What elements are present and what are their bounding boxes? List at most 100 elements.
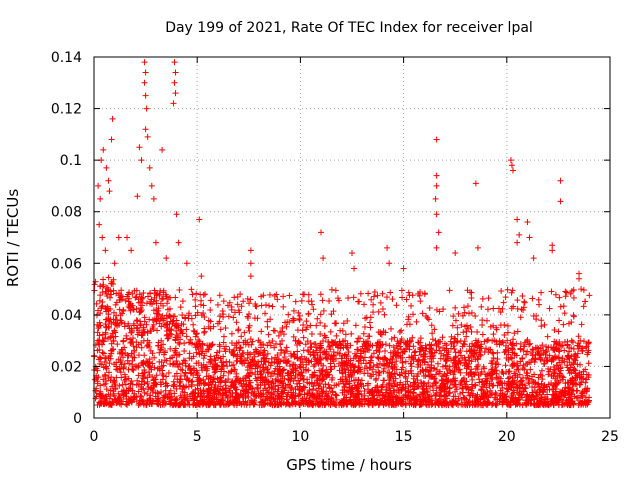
data-point [373, 347, 380, 354]
data-point [124, 234, 131, 241]
data-point [337, 327, 344, 334]
data-point [291, 354, 298, 361]
data-point [319, 297, 326, 304]
data-point [156, 358, 163, 365]
data-point [578, 321, 585, 328]
data-point [561, 347, 568, 354]
data-point [356, 298, 363, 305]
data-point [264, 323, 271, 330]
data-point [177, 304, 184, 311]
data-point [125, 352, 132, 359]
data-point [570, 312, 577, 319]
data-point [509, 346, 516, 353]
data-point [135, 372, 142, 379]
data-point [228, 362, 235, 369]
data-point [283, 323, 290, 330]
data-point [286, 382, 293, 389]
data-point [129, 354, 136, 361]
data-point [400, 265, 407, 272]
data-point [225, 313, 232, 320]
data-point [160, 295, 167, 302]
data-point [247, 247, 254, 254]
data-point [490, 305, 497, 312]
data-point [309, 301, 316, 308]
data-point [171, 390, 178, 397]
data-point [457, 348, 464, 355]
data-point [586, 292, 593, 299]
data-point [136, 144, 143, 151]
data-point [266, 302, 273, 309]
data-point [308, 330, 315, 337]
data-point [192, 303, 199, 310]
data-point [424, 367, 431, 374]
data-point [207, 356, 214, 363]
data-point [563, 289, 570, 296]
data-point [530, 255, 537, 262]
data-point [180, 400, 187, 407]
data-point [237, 344, 244, 351]
data-point [468, 294, 475, 301]
data-point [370, 293, 377, 300]
chart-title: Day 199 of 2021, Rate Of TEC Index for r… [165, 20, 533, 36]
data-point [231, 294, 238, 301]
data-point [247, 273, 254, 280]
data-point [471, 342, 478, 349]
data-point [488, 391, 495, 398]
data-point [114, 341, 121, 348]
data-point [504, 286, 511, 293]
data-point [493, 360, 500, 367]
data-point [505, 344, 512, 351]
data-point [317, 291, 324, 298]
data-point [274, 351, 281, 358]
data-point [323, 396, 330, 403]
data-point [508, 355, 515, 362]
data-point [122, 381, 129, 388]
data-point [142, 92, 149, 99]
data-point [96, 297, 103, 304]
x-tick-label: 25 [601, 429, 619, 445]
data-point [502, 362, 509, 369]
data-point [305, 291, 312, 298]
data-point [214, 301, 221, 308]
data-point [406, 292, 413, 299]
data-point [135, 364, 142, 371]
data-point [375, 369, 382, 376]
data-point [576, 270, 583, 277]
data-point [460, 340, 467, 347]
data-point [398, 287, 405, 294]
data-point [364, 370, 371, 377]
data-point [160, 351, 167, 358]
data-point [345, 295, 352, 302]
data-point [220, 298, 227, 305]
data-point [544, 333, 551, 340]
data-point [93, 300, 100, 307]
data-point [223, 358, 230, 365]
data-point [375, 355, 382, 362]
data-point [411, 349, 418, 356]
data-point [238, 333, 245, 340]
data-point [332, 287, 339, 294]
data-point [236, 344, 243, 351]
data-point [578, 286, 585, 293]
data-point [279, 337, 286, 344]
data-point [150, 195, 157, 202]
data-point [147, 347, 154, 354]
data-point [585, 360, 592, 367]
data-point [300, 376, 307, 383]
data-point [509, 167, 516, 174]
data-point [269, 303, 276, 310]
data-point [419, 310, 426, 317]
data-point [538, 317, 545, 324]
data-point [386, 382, 393, 389]
data-point [172, 294, 179, 301]
data-point [260, 354, 267, 361]
x-axis-label: GPS time / hours [286, 456, 412, 474]
data-point [305, 298, 312, 305]
data-point [413, 318, 420, 325]
data-point [524, 219, 531, 226]
y-tick-label: 0.1 [60, 153, 82, 169]
data-point [294, 327, 301, 334]
data-point [117, 350, 124, 357]
data-point [276, 363, 283, 370]
data-point [523, 351, 530, 358]
